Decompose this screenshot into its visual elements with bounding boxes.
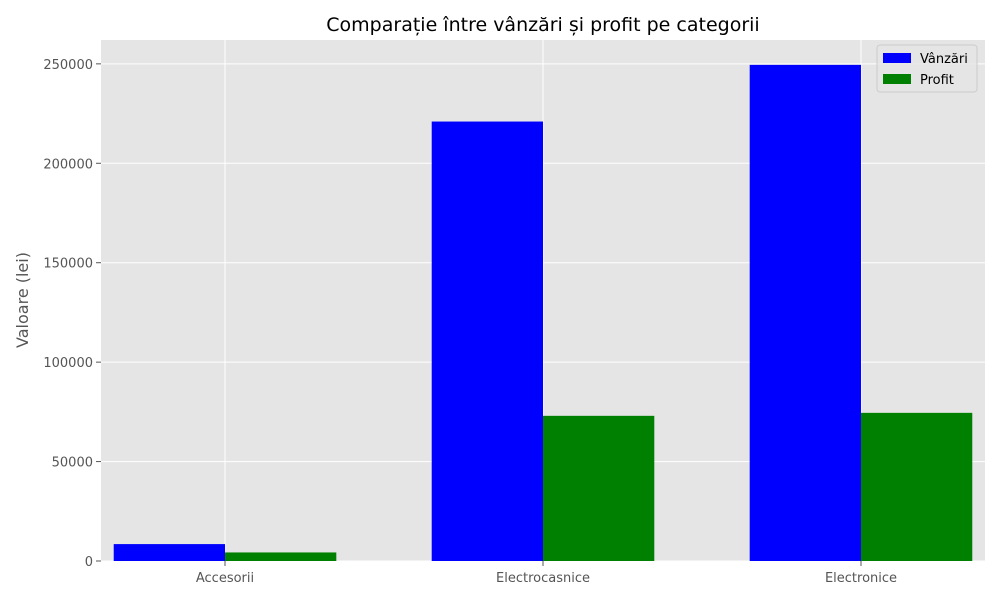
bar-profit-electronice <box>860 412 973 561</box>
y-tick-label: 100000 <box>43 356 93 371</box>
y-tick-label: 200000 <box>43 157 93 172</box>
y-tick-label: 50000 <box>52 456 93 471</box>
x-tick-label: Electronice <box>825 571 897 586</box>
bar-vanzari-accesorii <box>113 544 226 561</box>
bar-vanzari-electrocasnice <box>431 121 543 562</box>
axes: 0 50000 100000 150000 200000 250000 Accesorii E… <box>43 58 897 586</box>
y-axis-label: Valoare (lei) <box>13 252 32 348</box>
chart-title: Comparație între vânzări și profit pe ca… <box>326 14 759 36</box>
legend: Vânzări Profit <box>876 44 978 93</box>
bars <box>113 64 973 562</box>
bar-vanzari-electronice <box>749 64 861 561</box>
legend-label: Vânzări <box>920 52 968 67</box>
y-tick-label: 150000 <box>43 257 93 272</box>
legend-swatch <box>883 53 911 63</box>
x-tick-label: Electrocasnice <box>496 571 590 586</box>
y-tick-label: 250000 <box>43 58 93 73</box>
x-tick-label: Accesorii <box>196 571 254 586</box>
bar-profit-electrocasnice <box>543 415 655 561</box>
legend-swatch <box>883 74 911 84</box>
bar-profit-accesorii <box>225 552 337 561</box>
y-tick-label: 0 <box>85 555 93 570</box>
legend-label: Profit <box>920 73 954 88</box>
